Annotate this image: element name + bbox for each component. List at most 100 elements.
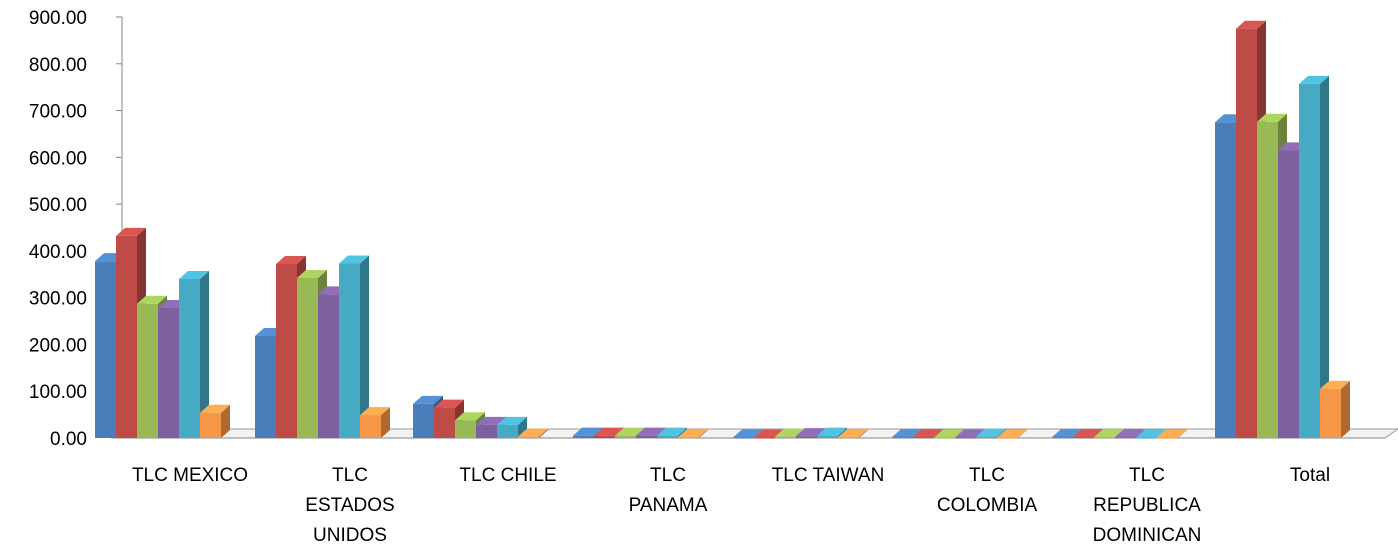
bar-side — [699, 429, 708, 438]
bar-front — [733, 437, 754, 439]
bar-top — [1157, 429, 1187, 438]
bar-front — [137, 303, 158, 438]
bar-front — [1236, 28, 1257, 438]
bar-front — [678, 437, 699, 439]
bar-top — [339, 255, 369, 264]
bar-top — [892, 429, 922, 438]
y-axis: 0.00 100.00 200.00 300.00 400.00 500.00 600.00… — [29, 8, 123, 450]
bar-top — [733, 429, 763, 438]
bar-top — [297, 270, 327, 279]
bar-front — [573, 435, 594, 438]
bar-top — [775, 428, 805, 437]
bar-top — [476, 416, 506, 425]
bar-top — [678, 429, 708, 438]
bar-front — [518, 436, 539, 438]
bar-top — [413, 395, 443, 404]
bar-front — [276, 263, 297, 438]
bar — [497, 416, 527, 438]
bar-top — [817, 427, 847, 436]
bar — [360, 407, 390, 438]
bar-front — [200, 412, 221, 438]
bar — [179, 270, 209, 438]
bar-top — [455, 412, 485, 421]
bar — [1320, 380, 1350, 438]
bar-top — [657, 427, 687, 436]
bar-top — [1115, 429, 1145, 438]
x-category-label: TLC COLOMBIA — [937, 465, 1038, 516]
bar-top — [1236, 20, 1266, 29]
bar-front — [1073, 437, 1094, 439]
bar-top — [360, 407, 390, 416]
bar-side — [518, 416, 527, 438]
bar — [678, 429, 708, 439]
bar-front — [1052, 437, 1073, 439]
y-tick-label: 400.00 — [29, 242, 87, 263]
bar-front — [255, 336, 276, 438]
bar-front — [413, 403, 434, 438]
bar-front — [360, 415, 381, 438]
bar — [339, 255, 369, 438]
bar-side — [360, 255, 369, 438]
bar-top — [1299, 75, 1329, 84]
bar-front — [838, 437, 859, 439]
bar-top — [1073, 429, 1103, 438]
y-tick-label: 300.00 — [29, 289, 87, 310]
bar-top — [1094, 429, 1124, 438]
bar-top — [636, 427, 666, 436]
bar-front — [297, 278, 318, 438]
bar-front — [179, 278, 200, 438]
bar-front — [1215, 122, 1236, 438]
bar-front — [796, 436, 817, 438]
bar-group — [733, 427, 868, 439]
bar-group — [95, 227, 230, 438]
bar-front — [594, 435, 615, 438]
bar-top — [434, 399, 464, 408]
bar-front — [817, 435, 838, 438]
bar-front — [636, 435, 657, 438]
x-category-label: TLC PANAMA — [629, 465, 708, 516]
y-tick-label: 700.00 — [29, 102, 87, 123]
bar-front — [1094, 437, 1115, 439]
bar-top — [997, 429, 1027, 438]
bar-front — [434, 407, 455, 438]
y-tick-label: 800.00 — [29, 55, 87, 76]
bar-top — [573, 427, 603, 436]
bar-top — [934, 429, 964, 438]
bar-side — [1178, 429, 1187, 438]
y-tick-label: 0.00 — [50, 429, 87, 450]
bar-front — [318, 294, 339, 438]
y-tick-label: 900.00 — [29, 8, 87, 29]
bar-side — [200, 270, 209, 438]
bar-front — [1157, 437, 1178, 439]
bar-side — [1341, 380, 1350, 438]
y-tick-label: 200.00 — [29, 335, 87, 356]
x-category-label: Total — [1290, 465, 1330, 486]
bars — [95, 20, 1350, 439]
bar-top — [276, 255, 306, 264]
bar — [518, 428, 548, 438]
bar-front — [955, 437, 976, 439]
bar-side — [859, 429, 868, 438]
bar-front — [1257, 121, 1278, 438]
x-category-label: TLC CHILE — [459, 465, 556, 486]
bar-side — [1320, 75, 1329, 439]
bar-group — [892, 428, 1027, 439]
x-category-label: TLC MEXICO — [132, 465, 248, 486]
bar-front — [158, 307, 179, 438]
bar-side — [1018, 429, 1027, 438]
bar-front — [1115, 437, 1136, 439]
x-category-label: TLC TAIWAN — [772, 465, 885, 486]
bar-side — [381, 407, 390, 438]
bar-front — [1320, 388, 1341, 438]
bar-front — [476, 424, 497, 438]
bar-top — [200, 404, 230, 413]
x-category-label: TLC ESTADOS UNIDOS — [305, 465, 394, 546]
bar-front — [615, 435, 636, 438]
bar-top — [1257, 113, 1287, 122]
y-tick-label: 100.00 — [29, 382, 87, 403]
bar-top — [615, 427, 645, 436]
bar-top — [137, 295, 167, 304]
bar-front — [339, 263, 360, 438]
bar-front — [497, 424, 518, 438]
